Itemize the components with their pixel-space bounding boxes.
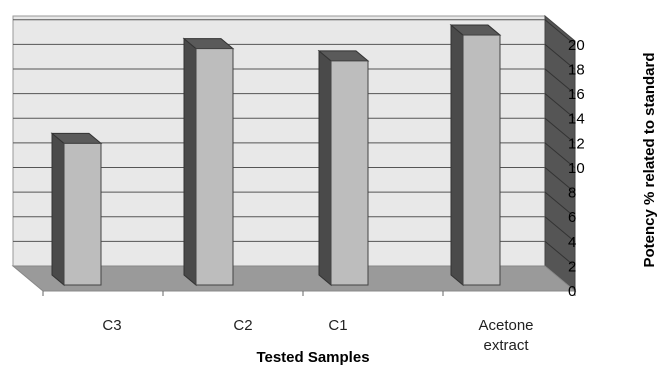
gridline-side [544,19,576,46]
y-tick-label: 20 [568,37,585,54]
gridline-side [544,142,576,169]
bar [63,142,102,286]
bar [462,34,501,286]
x-category-label: Acetone extract [478,317,533,354]
bar-side [51,132,65,287]
y-tick-label: 10 [568,160,585,177]
gridline-side [544,93,576,120]
y-axis-ticks: 0 2 4 6 8 10 12 14 16 18 20 [568,37,585,300]
bar-side [450,23,464,287]
x-category-label: C2 [233,317,252,334]
bars [50,23,502,287]
y-tick-label: 4 [568,234,576,251]
gridline-side [544,216,576,243]
gridline-side [544,167,576,193]
bar-side [318,49,332,287]
y-tick-label: 6 [568,209,576,226]
gridline-side [544,117,576,144]
gridline-side [544,191,576,218]
x-axis-title: Tested Samples [256,349,369,366]
x-axis-categories: C3 C2 C1 Acetone extract [102,317,533,354]
y-tick-label: 2 [568,258,576,275]
y-tick-label: 18 [568,61,585,78]
gridline-side [544,43,576,70]
x-category-label: C3 [102,317,121,334]
y-tick-label: 0 [568,283,576,300]
bar-side [183,37,197,287]
x-category-label: C1 [328,317,347,334]
gridline-side [544,68,576,95]
chart-walls [12,14,576,293]
y-tick-label: 14 [568,111,585,128]
y-tick-label: 16 [568,86,585,103]
y-axis-title: Potency % related to standard [641,52,658,267]
bar [330,60,369,286]
y-tick-label: 12 [568,135,585,152]
y-tick-label: 8 [568,185,576,202]
gridline-side [544,240,576,267]
bar [195,48,234,286]
